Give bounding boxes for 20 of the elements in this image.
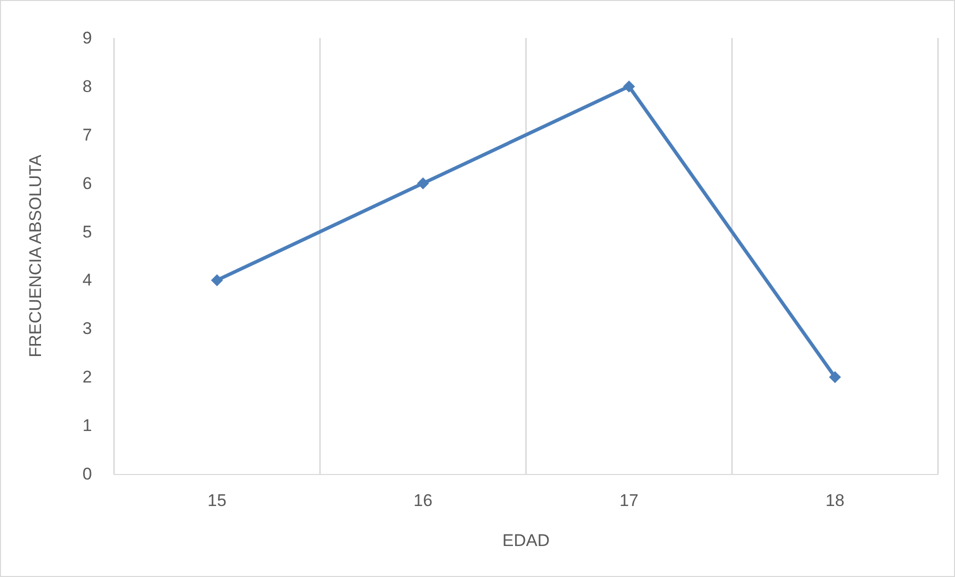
point — [623, 80, 635, 92]
y-tick-label: 7 — [82, 125, 92, 144]
y-tick-label: 3 — [82, 319, 92, 338]
x-axis-title: EDAD — [502, 531, 550, 550]
point — [417, 177, 429, 190]
y-tick-label: 0 — [82, 464, 92, 484]
y-tick-label: 1 — [82, 416, 92, 436]
y-tick-label: 6 — [82, 174, 92, 193]
x-tick-label: 15 — [208, 491, 226, 510]
y-tick-label: 5 — [82, 222, 92, 242]
y-axis-title: FRECUENCIA ABSOLUTA — [26, 154, 45, 358]
y-tick-label: 2 — [82, 368, 92, 387]
y-tick-label: 4 — [82, 270, 92, 290]
point — [211, 274, 223, 286]
y-tick-label: 9 — [82, 28, 92, 48]
x-tick-label: 17 — [620, 491, 638, 510]
y-tick-label: 8 — [82, 76, 92, 96]
point — [829, 371, 841, 384]
x-tick-label: 16 — [414, 491, 432, 510]
x-tick-label: 18 — [826, 491, 844, 510]
